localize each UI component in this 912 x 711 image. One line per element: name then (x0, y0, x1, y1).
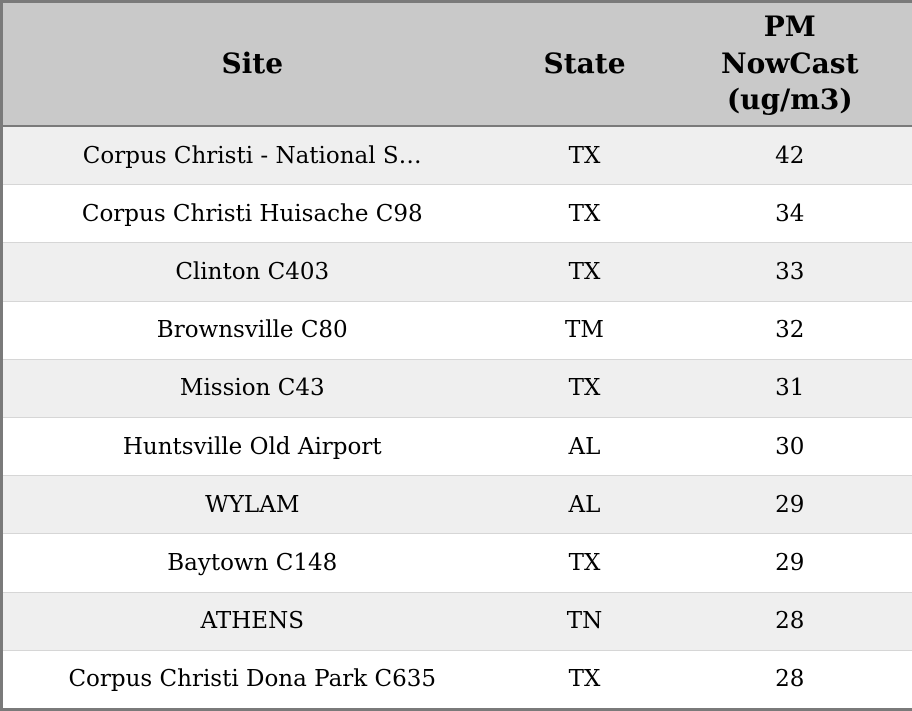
cell-state: TX (501, 358, 668, 418)
header-pm-line2: NowCast (721, 46, 859, 80)
cell-pm-nowcast: 28 (667, 649, 912, 710)
cell-pm-nowcast: 30 (667, 416, 912, 476)
table-row: ATHENS TN 28 (1, 591, 912, 651)
cell-site: Huntsville Old Airport (1, 416, 502, 476)
table-body: Corpus Christi - National S… TX 42 Corpus C… (1, 126, 912, 710)
cell-state: TX (501, 184, 668, 243)
cell-state: AL (501, 416, 668, 476)
table-row: Brownsville C80 TM 32 (1, 300, 912, 360)
cell-pm-nowcast: 42 (667, 126, 912, 185)
table-row: Mission C43 TX 31 (1, 358, 912, 418)
cell-state: TN (501, 591, 668, 651)
cell-pm-nowcast: 34 (667, 184, 912, 243)
cell-pm-nowcast: 29 (667, 475, 912, 534)
cell-state: TX (501, 242, 668, 302)
cell-state: AL (501, 475, 668, 534)
table-row: WYLAM AL 29 (1, 475, 912, 534)
cell-site: Clinton C403 (1, 242, 502, 302)
cell-state: TX (501, 126, 668, 185)
table-row: Baytown C148 TX 29 (1, 533, 912, 593)
cell-site: ATHENS (1, 591, 502, 651)
cell-site: Brownsville C80 (1, 300, 502, 360)
table-row: Corpus Christi Huisache C98 TX 34 (1, 184, 912, 243)
cell-pm-nowcast: 32 (667, 300, 912, 360)
header-pm-line1: PM (763, 10, 816, 44)
cell-site: Baytown C148 (1, 533, 502, 593)
header-pm-nowcast: PM NowCast (ug/m3) (667, 1, 912, 127)
cell-pm-nowcast: 31 (667, 358, 912, 418)
table-header: Site State PM NowCast (ug/m3) (1, 1, 912, 127)
cell-state: TX (501, 649, 668, 710)
cell-pm-nowcast: 29 (667, 533, 912, 593)
cell-site: Corpus Christi Dona Park C635 (1, 649, 502, 710)
table-row: Huntsville Old Airport AL 30 (1, 416, 912, 476)
header-pm-line3: (ug/m3) (726, 83, 853, 117)
cell-site: Corpus Christi - National S… (1, 126, 502, 185)
cell-site: Mission C43 (1, 358, 502, 418)
cell-site: Corpus Christi Huisache C98 (1, 184, 502, 243)
cell-pm-nowcast: 28 (667, 591, 912, 651)
header-site: Site (1, 1, 502, 127)
cell-state: TX (501, 533, 668, 593)
header-state: State (501, 1, 668, 127)
cell-state: TM (501, 300, 668, 360)
table-row: Corpus Christi - National S… TX 42 (1, 126, 912, 185)
cell-pm-nowcast: 33 (667, 242, 912, 302)
table-row: Clinton C403 TX 33 (1, 242, 912, 302)
table-row: Corpus Christi Dona Park C635 TX 28 (1, 649, 912, 710)
header-row: Site State PM NowCast (ug/m3) (1, 1, 912, 127)
cell-site: WYLAM (1, 475, 502, 534)
